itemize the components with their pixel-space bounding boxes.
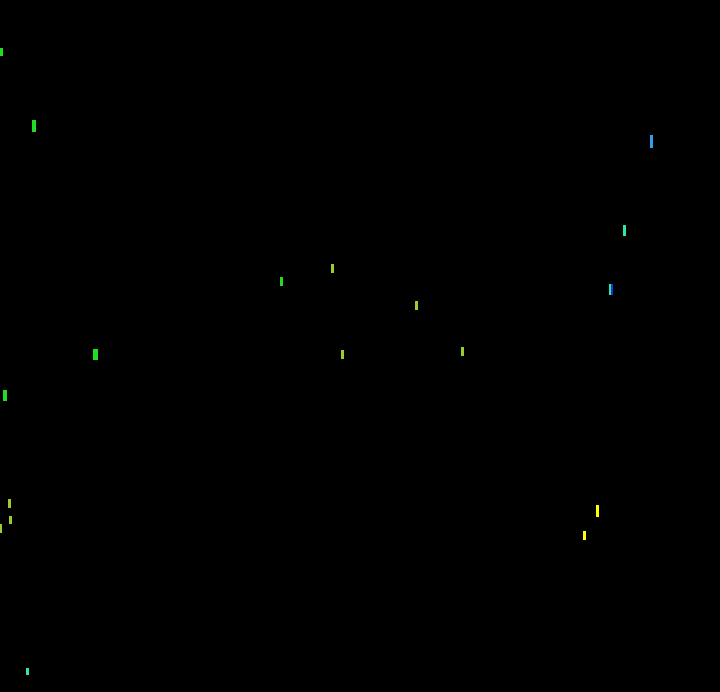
mark-yellow-lower-right-b-core	[583, 531, 586, 540]
mark-yellowgreen-center-lower-core	[341, 350, 344, 359]
mark-yellowgreen-center	[415, 301, 418, 310]
mark-blue-green-right-segment-a	[609, 284, 611, 295]
mark-green-mid-left	[93, 349, 98, 360]
mark-yellowgreen-center-right-core	[461, 347, 464, 356]
mark-yellowgreen-left-edge-core	[0, 524, 2, 533]
mark-yellowgreen-lower-left-a-core	[8, 499, 11, 508]
mark-yellowgreen-lower-left-b-core	[9, 516, 12, 524]
mark-yellowgreen-lower-left-b	[9, 516, 12, 524]
mark-yellowgreen-center-lower	[341, 350, 344, 359]
mark-yellow-lower-right-b	[583, 531, 586, 540]
mark-yellowgreen-center-right	[461, 347, 464, 356]
mark-green-upper-left	[32, 120, 36, 132]
mark-yellowgreen-lower-left-a	[8, 499, 11, 508]
mark-green-center-left-core	[280, 277, 283, 286]
mark-yellowgreen-center-upper	[331, 264, 334, 273]
mark-yellow-lower-right-a-core	[596, 505, 599, 517]
mark-green-upper-left-core	[32, 120, 36, 132]
mark-springgreen-right	[623, 225, 626, 236]
mark-yellowgreen-center-core	[415, 301, 418, 310]
mark-blue-green-right-segment-b	[611, 284, 613, 295]
mark-yellowgreen-center-upper-core	[331, 264, 334, 273]
mark-green-mid-left-core	[93, 349, 98, 360]
mark-springgreen-right-core	[623, 225, 626, 236]
mark-yellow-lower-right-a	[596, 505, 599, 517]
mark-yellowgreen-left-edge	[0, 524, 2, 533]
mark-springgreen-bottom-core	[26, 668, 29, 675]
mark-green-left-edge-core	[3, 390, 7, 401]
mark-green-center-left	[280, 277, 283, 286]
mark-blue-upper-right	[650, 135, 653, 148]
mark-blue-green-right	[609, 284, 613, 295]
mark-green-top-left-edge	[0, 48, 3, 56]
mark-green-left-edge	[3, 390, 7, 401]
mark-blue-upper-right-core	[650, 135, 653, 148]
mark-green-top-left-edge-core	[0, 48, 3, 56]
mark-springgreen-bottom	[26, 668, 29, 675]
